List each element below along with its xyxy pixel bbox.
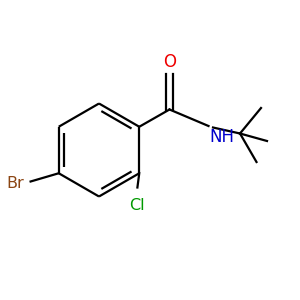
Text: Cl: Cl — [129, 198, 144, 213]
Text: NH: NH — [209, 128, 234, 146]
Text: Br: Br — [6, 176, 24, 190]
Text: O: O — [163, 53, 176, 71]
